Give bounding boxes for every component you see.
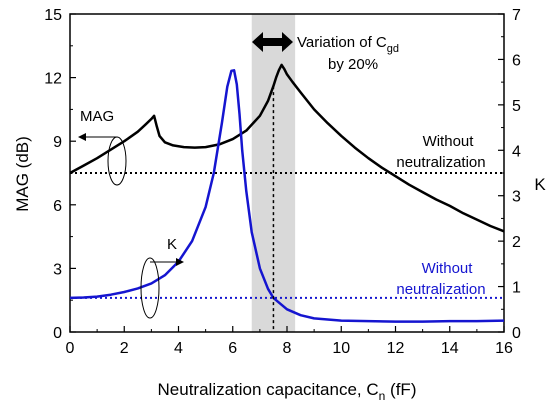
variation-label-line2: by 20% bbox=[328, 56, 378, 73]
x-axis-title: Neutralization capacitance, Cn (fF) bbox=[158, 380, 417, 403]
mag-indicator-ellipse bbox=[107, 136, 127, 186]
y-right-tick-label: 5 bbox=[512, 98, 521, 115]
x-tick-label: 12 bbox=[387, 340, 405, 357]
reference-lines bbox=[70, 172, 504, 299]
series-line-k bbox=[69, 69, 505, 323]
series-lines bbox=[69, 63, 505, 323]
mag-arrowhead bbox=[78, 133, 86, 141]
y-right-tick-label: 6 bbox=[512, 52, 521, 69]
y-right-axis-title: K bbox=[534, 175, 546, 194]
without-neutralization-mag-line1: Without bbox=[423, 133, 475, 150]
y-left-tick-label: 9 bbox=[53, 134, 62, 151]
k-arrowhead bbox=[176, 258, 184, 266]
y-left-tick-label: 15 bbox=[44, 7, 62, 24]
y-right-tick-label: 2 bbox=[512, 234, 521, 251]
x-tick-label: 6 bbox=[228, 340, 237, 357]
variation-label: Variation of Cgd bbox=[297, 34, 399, 55]
variation-arrow bbox=[252, 32, 293, 52]
without-neutralization-mag-line2: neutralization bbox=[396, 154, 485, 171]
x-tick-label: 8 bbox=[283, 340, 292, 357]
x-tick-label: 0 bbox=[66, 340, 75, 357]
without-neutralization-k-line2: neutralization bbox=[396, 281, 485, 298]
y-left-tick-label: 6 bbox=[53, 198, 62, 215]
x-tick-label: 4 bbox=[174, 340, 183, 357]
x-tick-label: 10 bbox=[332, 340, 350, 357]
y-right-tick-label: 3 bbox=[512, 189, 521, 206]
k-indicator-ellipse bbox=[140, 257, 160, 319]
without-neutralization-k-line1: Without bbox=[422, 260, 474, 277]
x-tick-label: 16 bbox=[495, 340, 513, 357]
y-right-tick-label: 1 bbox=[512, 280, 521, 297]
series-line-mag bbox=[69, 63, 505, 233]
y-right-tick-label: 4 bbox=[512, 143, 521, 160]
x-tick-label: 2 bbox=[120, 340, 129, 357]
y-left-axis-title: MAG (dB) bbox=[13, 136, 32, 212]
y-right-tick-label: 0 bbox=[512, 325, 521, 342]
y-left-tick-label: 0 bbox=[53, 325, 62, 342]
y-left-tick-label: 3 bbox=[53, 261, 62, 278]
x-tick-label: 14 bbox=[441, 340, 459, 357]
k-series-label: K bbox=[167, 236, 177, 253]
y-left-tick-label: 12 bbox=[44, 71, 62, 88]
mag-series-label: MAG bbox=[80, 108, 114, 125]
y-right-tick-label: 7 bbox=[512, 7, 521, 24]
